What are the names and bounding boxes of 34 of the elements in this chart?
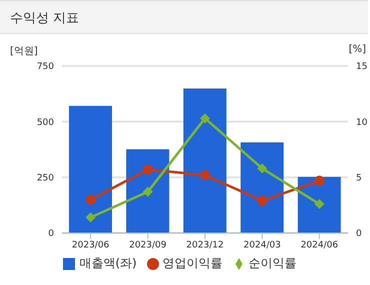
y2-tick-label: 15 bbox=[356, 62, 368, 72]
point bbox=[142, 186, 153, 197]
y-tick-label: 750 bbox=[36, 62, 54, 72]
y-tick-label: 0 bbox=[48, 229, 54, 240]
x-tick-label: 2024/06 bbox=[300, 240, 338, 250]
x-tick-label: 2023/06 bbox=[72, 240, 110, 250]
point bbox=[314, 176, 324, 186]
point bbox=[86, 212, 96, 222]
x-tick-label: 2023/09 bbox=[129, 240, 167, 250]
y2-tick-label: 5 bbox=[356, 174, 362, 184]
y-tick-label: 250 bbox=[36, 174, 54, 184]
y2-axis-title: [%] bbox=[348, 44, 366, 55]
point bbox=[314, 199, 324, 210]
bar bbox=[126, 149, 170, 233]
point bbox=[142, 164, 153, 175]
bar bbox=[69, 106, 112, 233]
point bbox=[257, 163, 268, 174]
y2-tick-label: 10 bbox=[356, 118, 368, 128]
bar bbox=[183, 88, 226, 233]
y2-tick-label: 0 bbox=[356, 229, 362, 240]
x-tick-label: 2023/12 bbox=[186, 240, 224, 250]
legend-label: 순이익률 bbox=[248, 256, 297, 270]
point bbox=[200, 113, 210, 124]
chart-title: 수익성 지표 bbox=[10, 10, 80, 27]
point bbox=[200, 170, 210, 180]
x-tick-label: 2024/03 bbox=[244, 240, 281, 250]
bar bbox=[298, 176, 341, 233]
legend-label: 매출액(좌) bbox=[79, 256, 137, 270]
y-axis-title: [억원] bbox=[10, 45, 38, 58]
point bbox=[257, 196, 268, 206]
bar bbox=[240, 142, 284, 233]
legend-label: 영업이익률 bbox=[162, 256, 223, 270]
point bbox=[86, 194, 96, 205]
y-tick-label: 500 bbox=[36, 118, 54, 128]
